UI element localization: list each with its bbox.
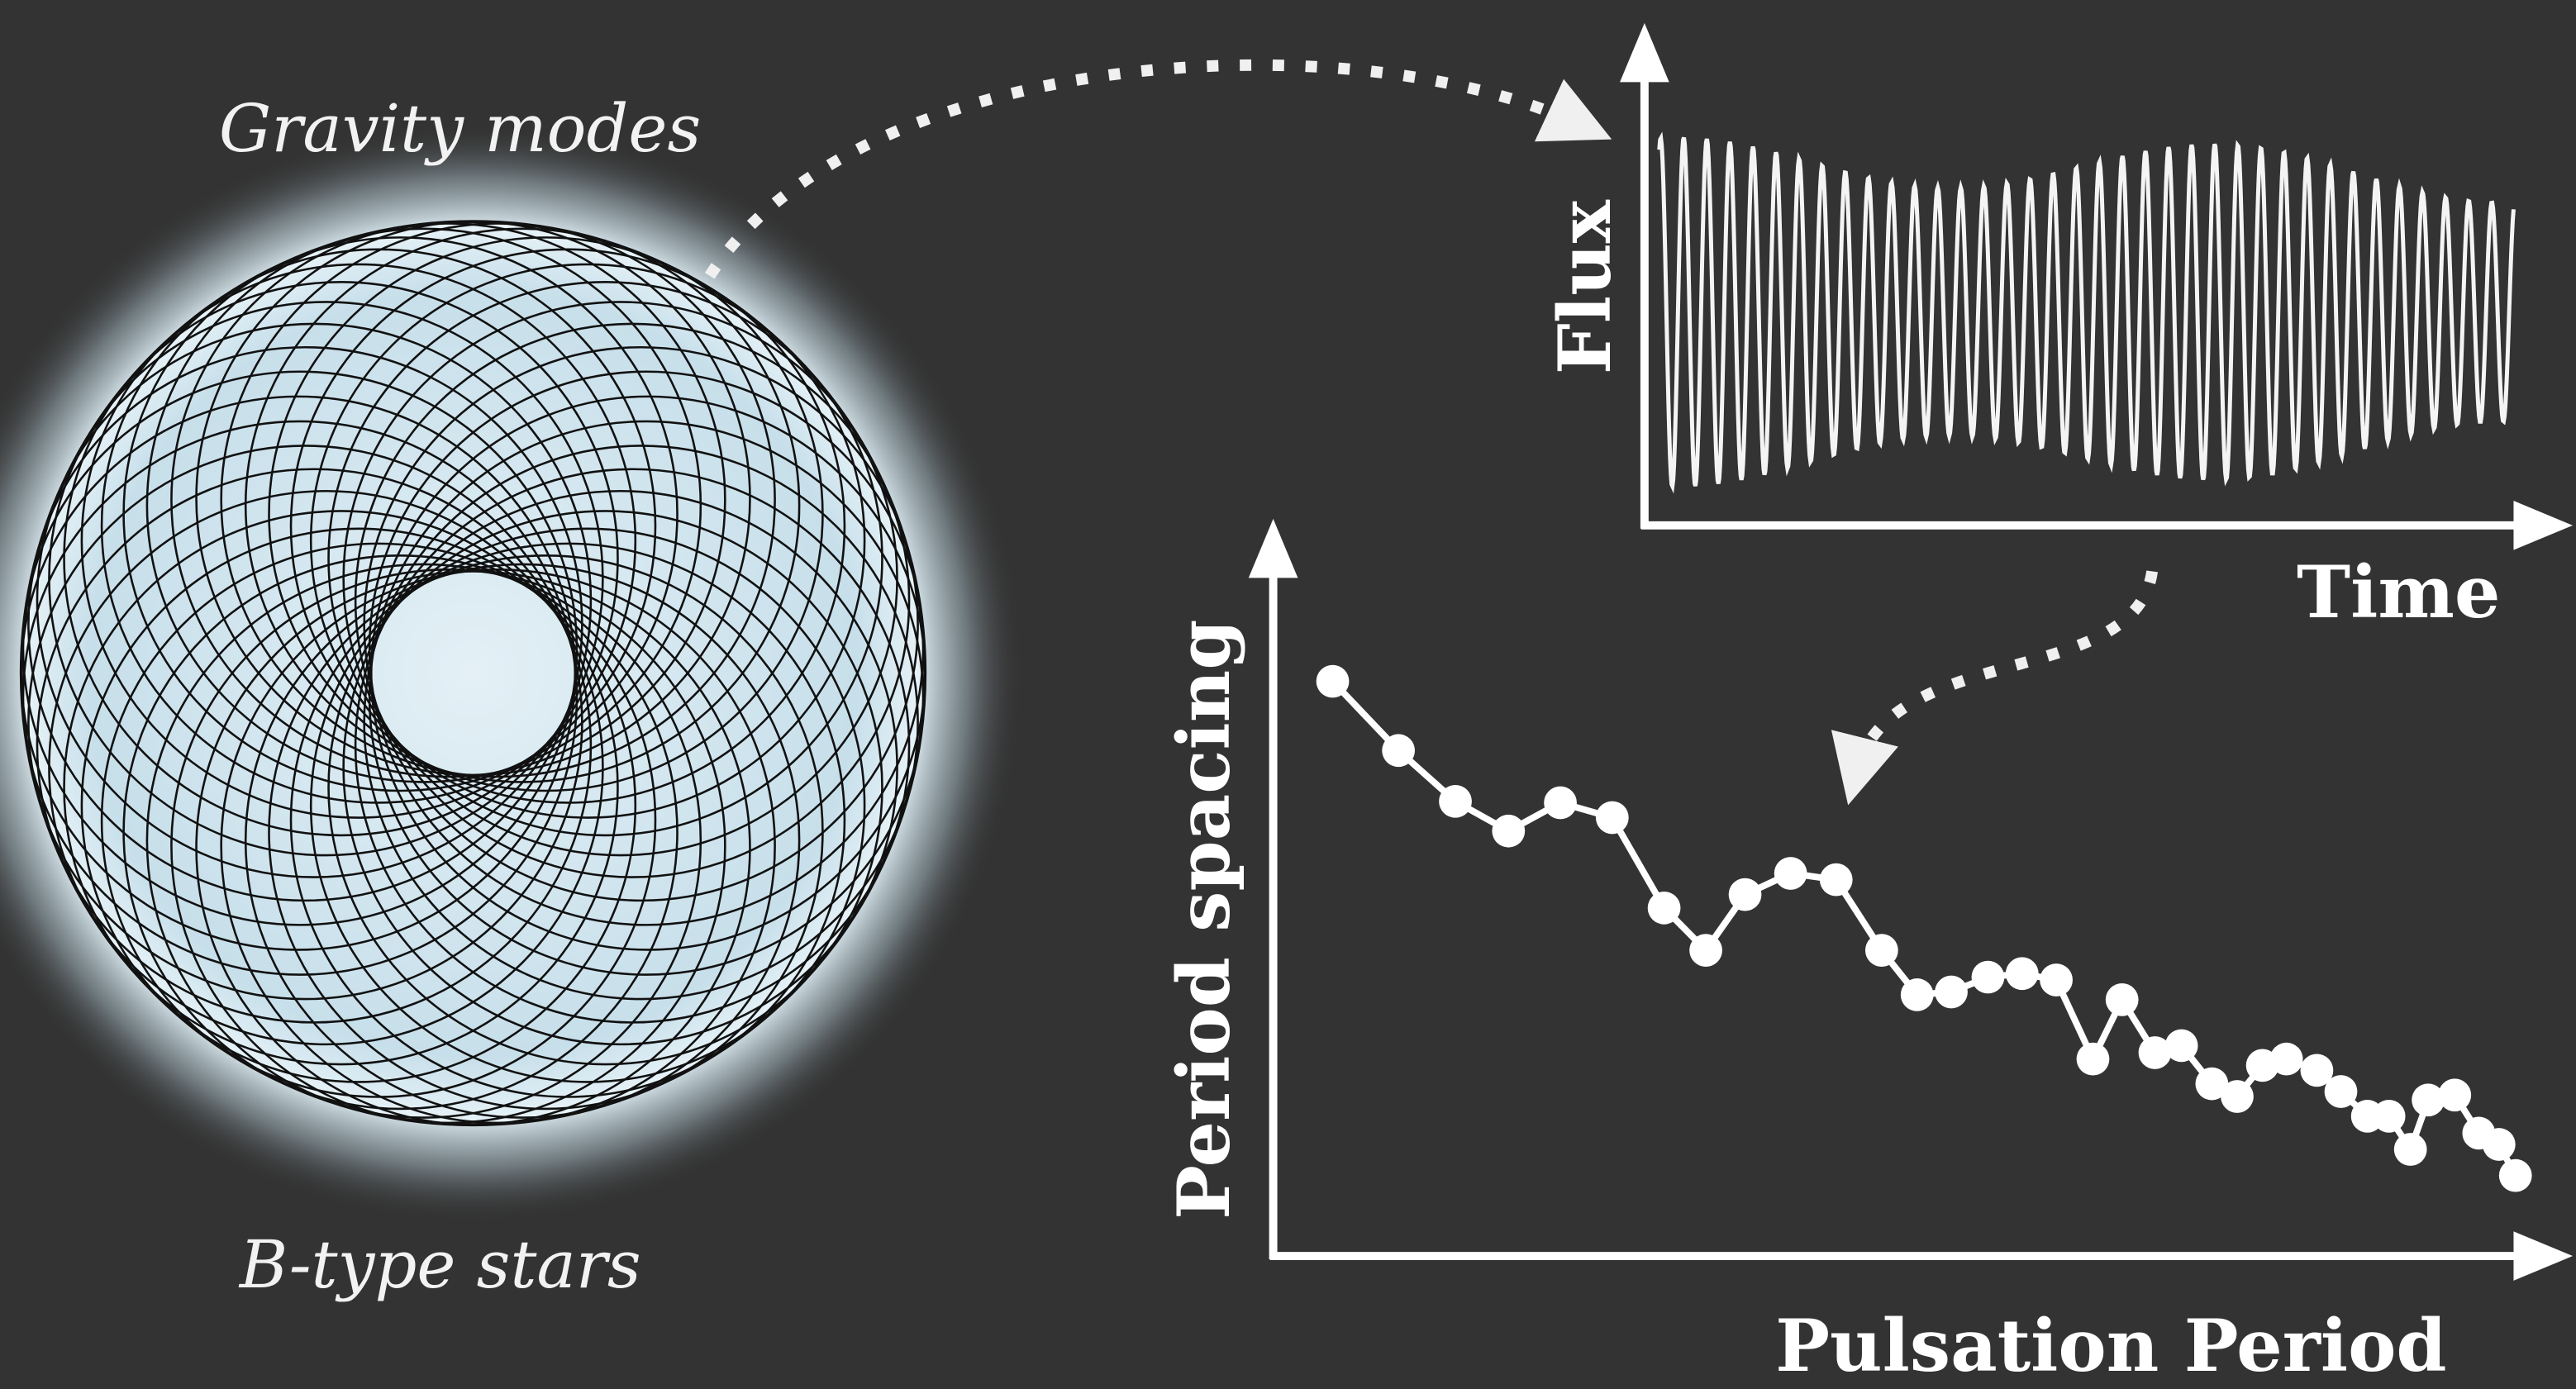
flux-x-label: Time (2297, 549, 2500, 635)
dotted-arrow (1856, 571, 2152, 771)
y-axis-label: Period spacing (1161, 620, 1246, 1220)
flux-y-label: Flux (1542, 199, 1627, 374)
data-point (1439, 785, 1472, 818)
star-top-label: Gravity modes (219, 90, 701, 167)
data-point (1648, 892, 1681, 925)
star (21, 221, 925, 1125)
star-bottom-label: B-type stars (238, 1226, 641, 1303)
data-point (1820, 863, 1853, 897)
data-point (1901, 978, 1934, 1011)
data-point (1492, 815, 1525, 848)
data-point (1935, 976, 1968, 1009)
flux-curve (1659, 138, 2514, 487)
data-point (2325, 1075, 2358, 1108)
data-point (2394, 1133, 2427, 1166)
data-point (2438, 1078, 2471, 1111)
data-point (2040, 963, 2073, 997)
data-point (2077, 1043, 2110, 1076)
data-point (1729, 878, 1762, 911)
data-point (1689, 934, 1722, 967)
data-point (1317, 665, 1350, 698)
arrowhead (2513, 1231, 2573, 1281)
data-point (1774, 857, 1807, 890)
data-point (2221, 1080, 2254, 1113)
data-point (2483, 1128, 2516, 1161)
diagram: Gravity modes B-type stars Flux Time Per… (0, 0, 2576, 1389)
data-point (1382, 734, 1415, 767)
data-point (1596, 802, 1629, 835)
data-point (2499, 1159, 2532, 1192)
arrowhead (2513, 501, 2573, 550)
data-point (1544, 787, 1577, 820)
dotted-arrow (710, 65, 1581, 276)
page: {"labels": {"star_top": "Gravity modes",… (0, 0, 2576, 1389)
data-point (2373, 1100, 2406, 1133)
data-point (1865, 934, 1898, 967)
data-point (2270, 1043, 2303, 1076)
x-axis-label: Pulsation Period (1775, 1303, 2446, 1388)
data-point (2006, 957, 2039, 990)
plot-area (1317, 665, 2532, 1192)
arrowhead (1620, 23, 1669, 83)
data-point (2165, 1030, 2198, 1063)
data-point (1972, 961, 2005, 994)
data-point (2106, 983, 2139, 1016)
arrowhead (1249, 519, 1298, 578)
